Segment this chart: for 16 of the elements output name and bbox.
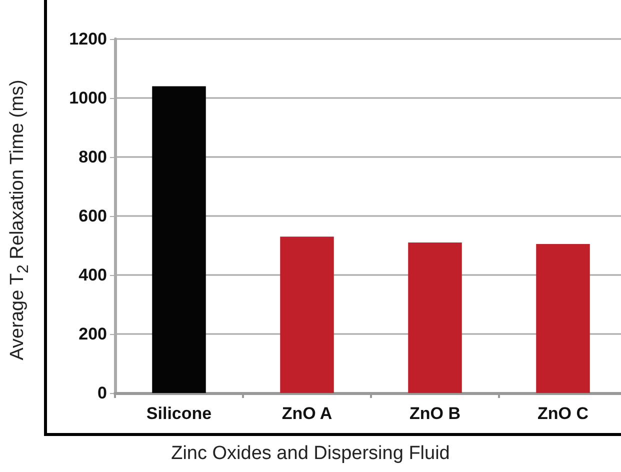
x-tick-label: Silicone [146,404,212,423]
y-tick-label: 1200 [69,30,107,48]
y-tick-label: 400 [78,266,107,284]
x-tick-label: ZnO A [282,404,332,423]
bar [280,236,334,393]
bar [152,86,206,393]
y-tick-label: 200 [78,324,107,344]
x-tick-label: ZnO B [410,404,460,423]
bar [408,242,462,393]
x-axis-title: Zinc Oxides and Dispersing Fluid [170,443,451,465]
y-tick-label: 1000 [69,88,107,108]
x-tick-label: ZnO C [538,404,588,423]
y-tick-label: 800 [78,148,107,166]
y-tick-label: 600 [78,206,107,226]
y-tick-label: 0 [98,384,107,402]
bar [536,244,590,393]
